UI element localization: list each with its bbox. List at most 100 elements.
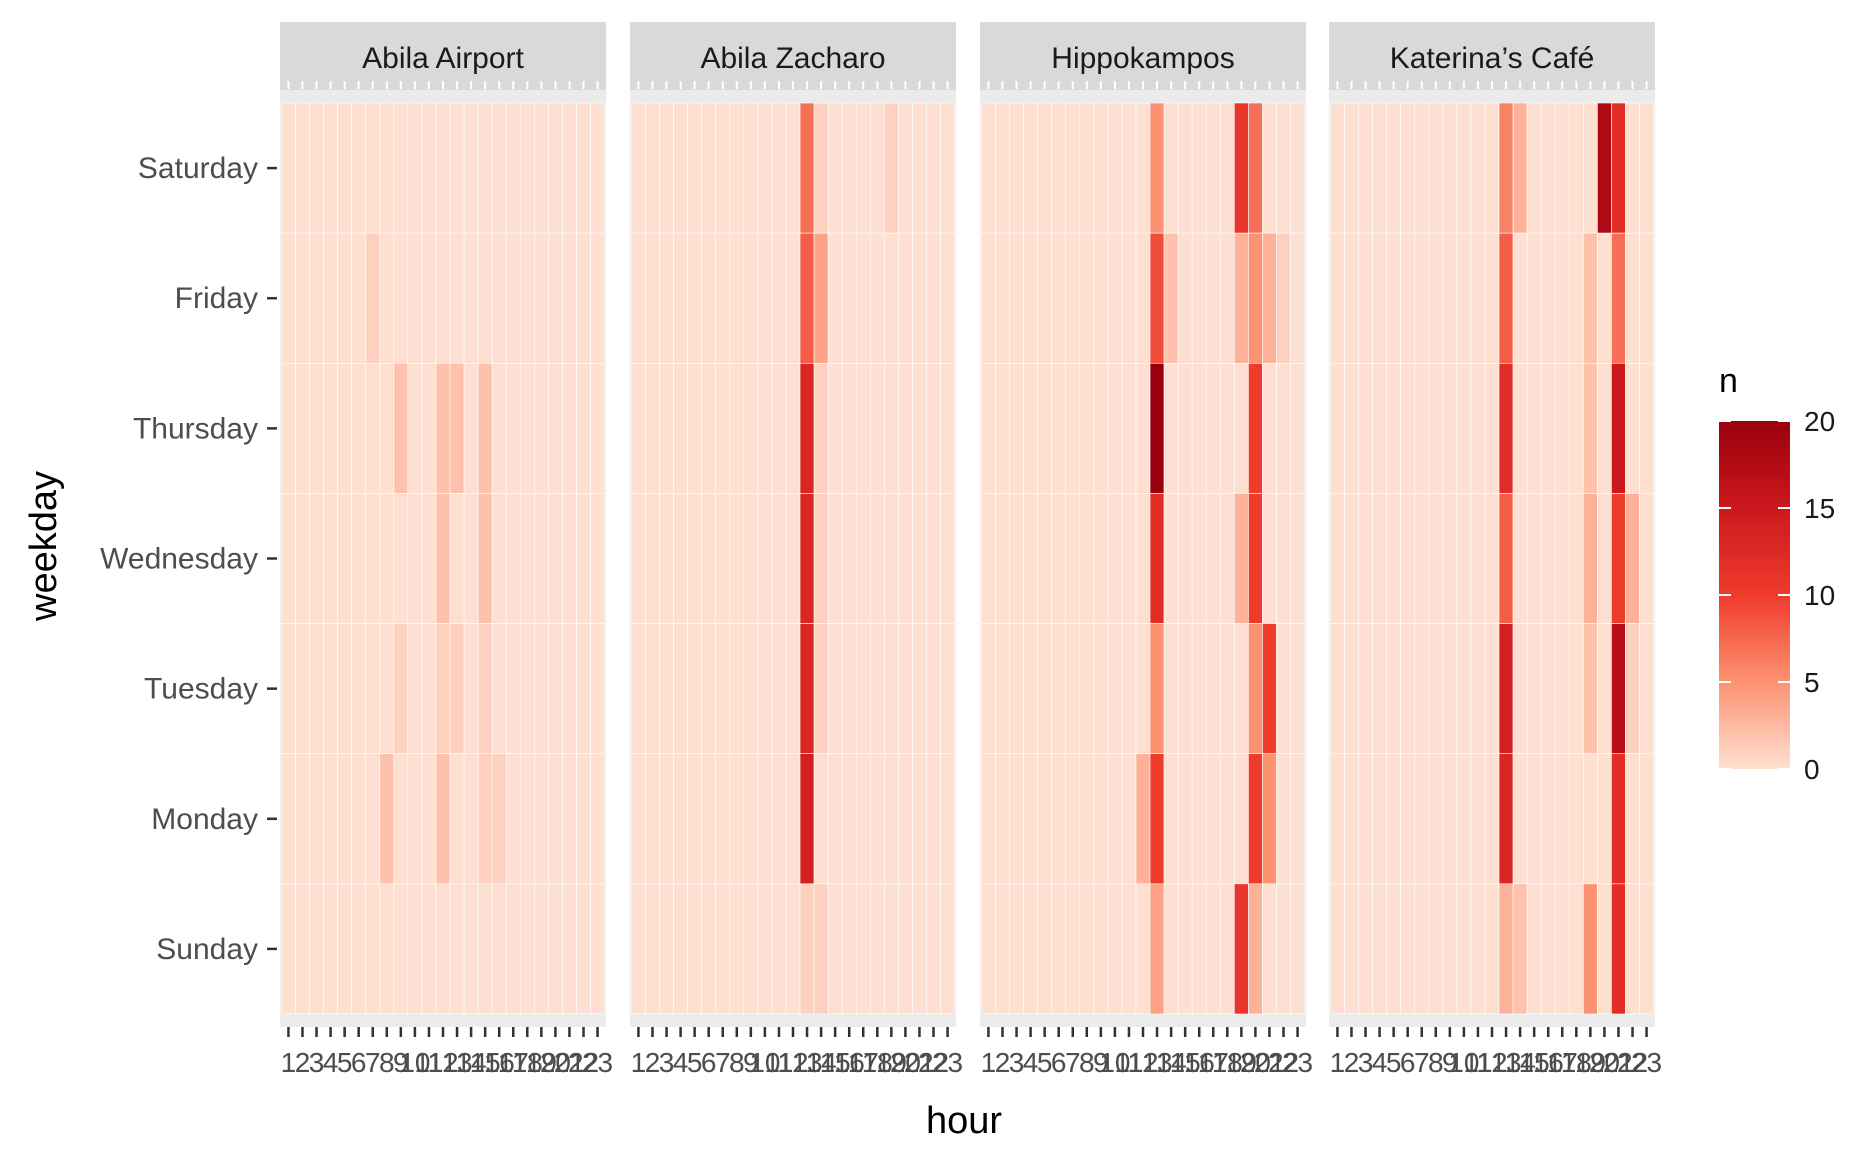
heatmap-cell <box>1191 753 1207 885</box>
heatmap-cell <box>981 493 996 624</box>
facet-title: Hippokampos <box>1051 42 1234 75</box>
heatmap-cell <box>1372 232 1387 364</box>
heatmap-cell <box>1568 493 1584 624</box>
heatmap-cell <box>351 493 367 624</box>
legend-title: n <box>1719 362 1738 400</box>
heatmap-cell <box>659 493 674 624</box>
heatmap-cell <box>1428 883 1444 1015</box>
x-tick-label: 4 <box>1372 1047 1388 1078</box>
heatmap-cell <box>393 232 409 364</box>
heatmap-cell <box>1051 623 1067 755</box>
heatmap-cell <box>1093 493 1109 624</box>
heatmap-cell <box>1330 883 1345 1015</box>
heatmap-cell <box>1191 362 1207 494</box>
heatmap-cell <box>898 493 913 624</box>
heatmap-cell <box>771 753 787 885</box>
heatmap-cell <box>757 623 773 755</box>
y-tick-label: Friday <box>175 282 258 315</box>
heatmap-cell <box>1290 623 1305 755</box>
heatmap-cell <box>1163 883 1179 1015</box>
x-tick-label: 9 <box>1093 1047 1109 1078</box>
heatmap-cell <box>1512 232 1528 364</box>
heatmap-cell <box>534 362 549 494</box>
heatmap-cell <box>743 493 759 624</box>
heatmap-cell <box>1248 362 1263 494</box>
heatmap-cell <box>562 883 577 1015</box>
heatmap-cell <box>435 623 451 755</box>
heatmap-cell <box>1065 102 1081 234</box>
heatmap-cell <box>1358 102 1373 234</box>
x-tick-label: 4 <box>1023 1047 1039 1078</box>
heatmap-cell <box>715 102 731 234</box>
heatmap-cell <box>743 232 759 364</box>
heatmap-cell <box>673 493 688 624</box>
heatmap-cell <box>519 493 535 624</box>
heatmap-cell <box>799 883 815 1015</box>
heatmap-cell <box>1205 623 1221 755</box>
x-tick-label: 6 <box>1400 1047 1416 1078</box>
x-tick-label: 18 <box>1212 1047 1243 1078</box>
heatmap-cell <box>701 102 717 234</box>
heatmap-cell <box>1234 883 1249 1015</box>
heatmap-cell <box>491 493 507 624</box>
heatmap-cell <box>1540 362 1556 494</box>
heatmap-cell <box>365 102 381 234</box>
heatmap-cell <box>519 623 535 755</box>
heatmap-cell <box>505 753 521 885</box>
heatmap-cell <box>1163 623 1179 755</box>
heatmap-cell <box>1470 362 1486 494</box>
heatmap-cell <box>1611 623 1626 755</box>
heatmap-cell <box>645 753 660 885</box>
heatmap-cell <box>1065 753 1081 885</box>
heatmap-cell <box>1219 883 1235 1015</box>
heatmap-cell <box>435 232 451 364</box>
x-tick-label: 12 <box>1127 1047 1158 1078</box>
heatmap-cell <box>1498 883 1514 1015</box>
x-tick-label: 15 <box>1519 1047 1550 1078</box>
heatmap-cell <box>1065 362 1081 494</box>
heatmap-cell <box>1079 883 1095 1015</box>
heatmap-cell <box>337 623 352 755</box>
heatmap-cell <box>1276 362 1291 494</box>
panel: Abila Airport123456789101112131415161718… <box>280 22 613 1078</box>
heatmap-cell <box>534 102 549 234</box>
heatmap-cell <box>1149 362 1165 494</box>
heatmap-cell <box>1177 493 1193 624</box>
heatmap-cell <box>534 493 549 624</box>
heatmap-cell <box>659 102 674 234</box>
heatmap-cell <box>1191 232 1207 364</box>
heatmap-cell <box>926 493 941 624</box>
heatmap-cell <box>1498 493 1514 624</box>
heatmap-cell <box>379 493 395 624</box>
heatmap-cell <box>449 753 465 885</box>
heatmap-cell <box>1526 623 1542 755</box>
heatmap-cell <box>1219 362 1235 494</box>
heatmap-cell <box>323 232 338 364</box>
heatmap-cell <box>1135 883 1151 1015</box>
heatmap-cell <box>940 232 955 364</box>
heatmap-cell <box>1023 232 1038 364</box>
heatmap-cell <box>687 623 702 755</box>
heatmap-cell <box>869 493 885 624</box>
facet-title: Abila Airport <box>362 42 524 75</box>
heatmap-cell <box>590 883 605 1015</box>
heatmap-cell <box>813 623 829 755</box>
heatmap-cell <box>295 102 310 234</box>
heatmap-cell <box>1414 623 1430 755</box>
heatmap-cell <box>463 883 479 1015</box>
heatmap-cell <box>295 883 310 1015</box>
x-tick-label: 16 <box>1184 1047 1215 1078</box>
heatmap-cell <box>1234 493 1249 624</box>
heatmap-cell <box>1344 883 1359 1015</box>
x-tick-label: 5 <box>1386 1047 1402 1078</box>
heatmap-cell <box>1135 493 1151 624</box>
panel: Hippokampos12345678910111213141516171819… <box>980 22 1313 1078</box>
heatmap-cell <box>1358 753 1373 885</box>
heatmap-cell <box>379 362 395 494</box>
heatmap-cell <box>491 102 507 234</box>
heatmap-cell <box>687 232 702 364</box>
heatmap-cell <box>799 102 815 234</box>
heatmap-cell <box>1484 493 1500 624</box>
heatmap-cell <box>1037 753 1052 885</box>
heatmap-cell <box>855 883 871 1015</box>
